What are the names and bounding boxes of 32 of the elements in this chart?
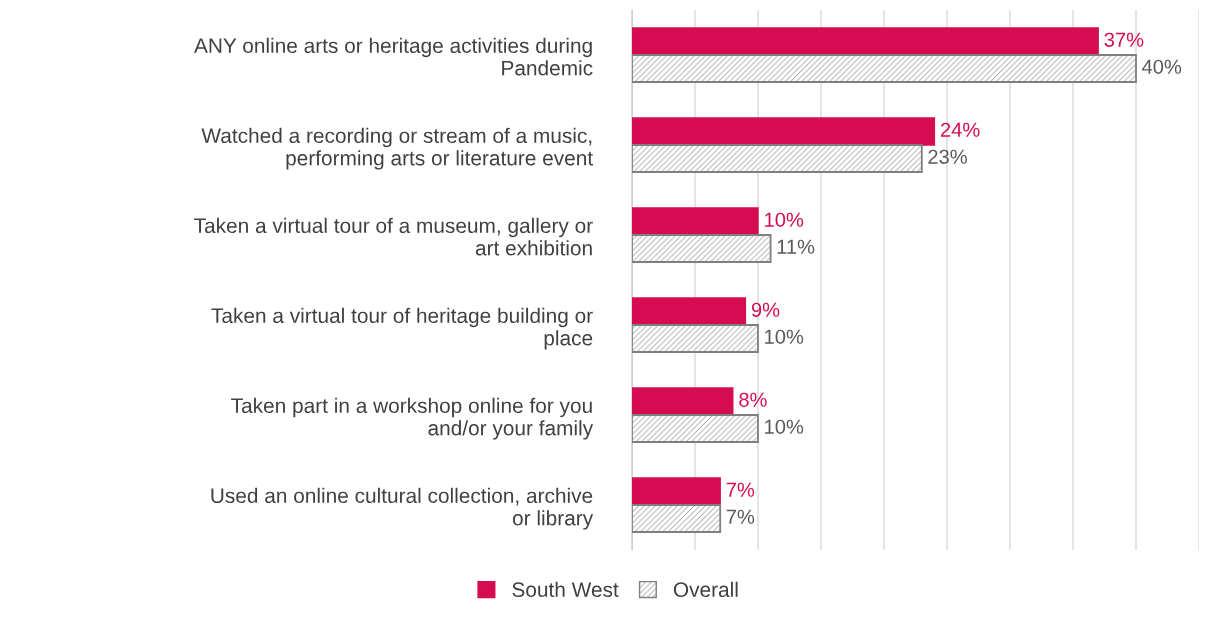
data-label: 9% [751, 302, 780, 317]
bar [632, 54, 1137, 83]
data-label: 23% [928, 149, 967, 164]
y-tick-label: ANY online arts or heritage activities during Pandemic [194, 37, 593, 76]
y-tick-label: Used an online cultural collection, archive or library [211, 487, 594, 530]
bar [632, 27, 1099, 56]
data-label: 11% [777, 239, 815, 254]
data-label: 40% [1142, 59, 1182, 74]
data-label: 24% [940, 122, 980, 137]
bar [632, 477, 721, 506]
legend-label: Overall [673, 581, 738, 598]
data-label: 10% [765, 419, 804, 434]
bar [632, 117, 936, 146]
data-label: 7% [726, 482, 755, 497]
legend-label: South West [512, 581, 619, 598]
bar [632, 144, 923, 173]
y-tick-label: Watched a recording or stream of a music, performing arts or literature event [201, 127, 593, 170]
bar [632, 414, 759, 443]
y-tick-label: Taken part in a workshop online for you and/or your family [231, 397, 594, 440]
data-label: 37% [1104, 32, 1144, 47]
bar [632, 324, 759, 353]
data-label: 10% [765, 212, 804, 227]
bar [632, 234, 772, 263]
bar [632, 504, 722, 533]
data-label: 7% [726, 509, 755, 524]
y-tick-label: Taken a virtual tour of heritage building or place [211, 307, 593, 350]
data-label: 10% [765, 329, 804, 344]
y-tick-label: Taken a virtual tour of a museum, gallery or art exhibition [194, 217, 593, 256]
data-label: 8% [739, 392, 767, 407]
bar [632, 387, 734, 416]
bar [632, 207, 759, 236]
bar [632, 297, 747, 326]
